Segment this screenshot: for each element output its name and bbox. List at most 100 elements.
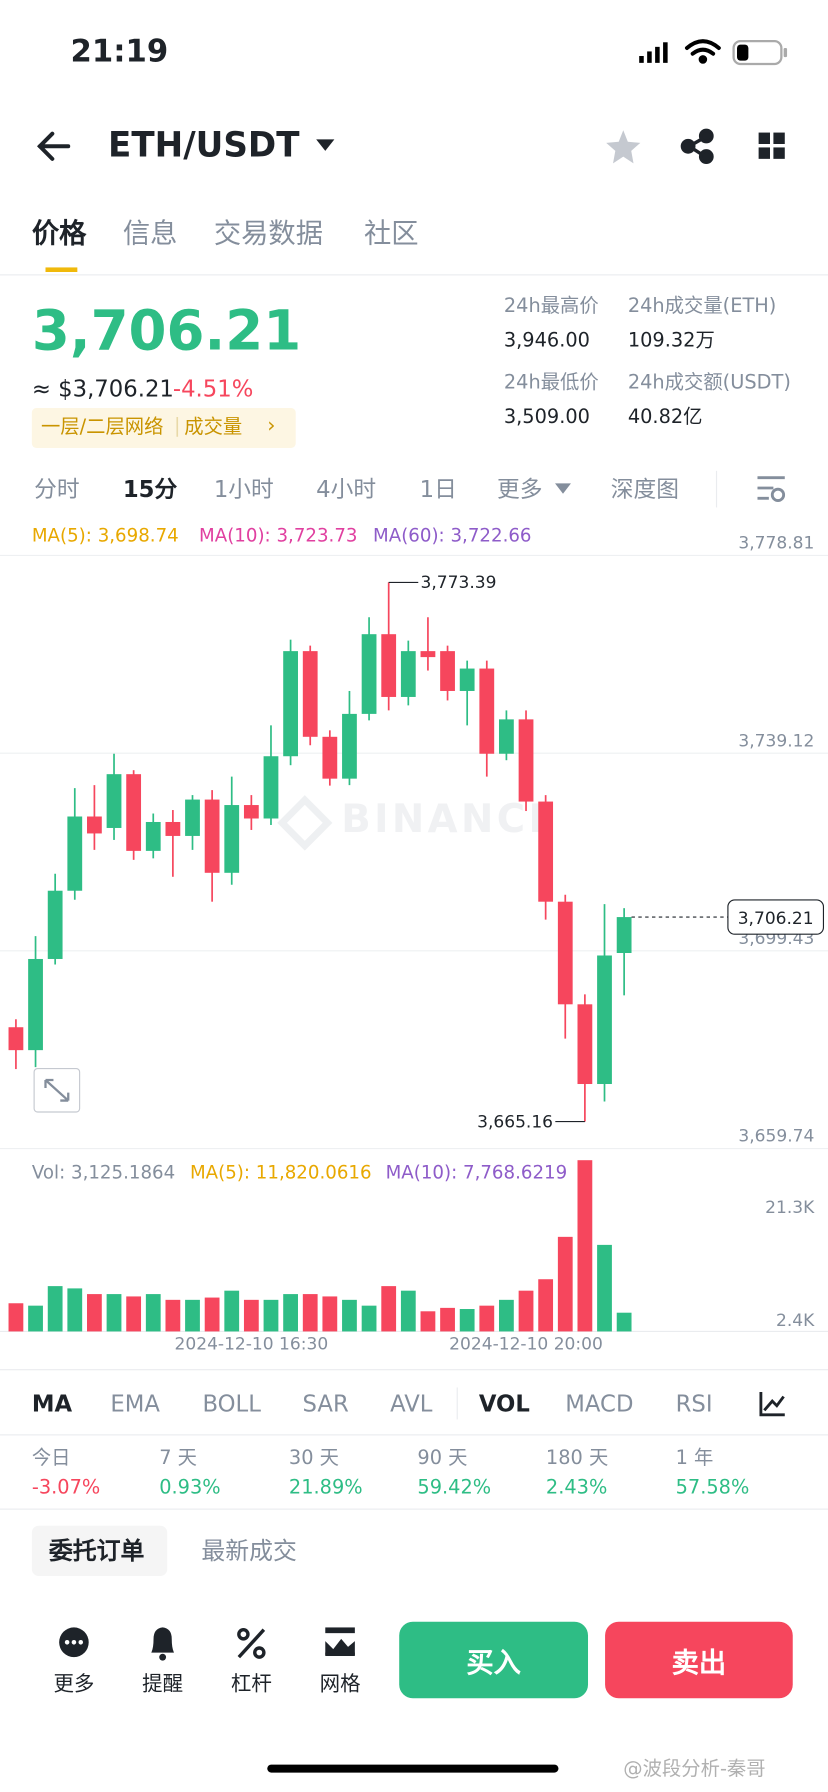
interval[interactable]: 1小时 xyxy=(213,475,274,503)
nav-label[interactable]: 杠杆 xyxy=(230,1672,272,1697)
nav-label[interactable]: 更多 xyxy=(53,1672,95,1697)
wifi-icon xyxy=(684,39,721,64)
interval[interactable]: 15分 xyxy=(122,475,178,503)
candle-body xyxy=(361,634,377,714)
candle-body xyxy=(165,821,181,836)
volume-bar xyxy=(8,1303,24,1332)
margin-nav-icon[interactable] xyxy=(237,1628,266,1659)
candle-body xyxy=(67,816,83,891)
volume-bar xyxy=(616,1312,632,1332)
candle-body xyxy=(106,774,122,828)
status-time: 21:19 xyxy=(70,34,169,70)
volume-bar xyxy=(28,1305,43,1332)
pair-dropdown-icon[interactable] xyxy=(316,139,335,151)
period-change: 59.42% xyxy=(417,1476,492,1500)
buy-button[interactable]: 买入 xyxy=(399,1621,589,1699)
high-label: 3,773.39 xyxy=(421,573,497,593)
grid-nav-icon[interactable] xyxy=(325,1627,355,1657)
interval[interactable]: 分时 xyxy=(34,475,80,503)
candle-body xyxy=(283,651,298,757)
volume-bar xyxy=(557,1236,573,1332)
x-tick-label: 2024-12-10 16:30 xyxy=(175,1335,329,1355)
fullscreen-icon[interactable] xyxy=(33,1068,81,1113)
volume-bar xyxy=(440,1307,455,1332)
volume-bar xyxy=(518,1290,534,1332)
stat-value: 40.82亿 xyxy=(627,405,703,429)
nav-label[interactable]: 提醒 xyxy=(142,1672,184,1697)
period-change: 0.93% xyxy=(159,1476,221,1500)
candle-body xyxy=(577,1004,593,1085)
tag-divider: | xyxy=(174,414,181,438)
volume-bar xyxy=(185,1299,200,1332)
menu-icon[interactable] xyxy=(758,132,785,159)
vol-legend: MA(10): 7,768.6219 xyxy=(385,1161,568,1183)
indicator-settings-icon[interactable] xyxy=(759,1392,785,1417)
candle-body xyxy=(440,651,455,691)
indicator[interactable]: BOLL xyxy=(202,1389,261,1418)
tag-box: 一层/二层网络 成交量 | › xyxy=(31,408,296,449)
home-indicator xyxy=(267,1764,559,1773)
sell-button[interactable]: 卖出 xyxy=(605,1621,793,1699)
stat-value: 3,946.00 xyxy=(503,329,590,353)
favorite-icon[interactable] xyxy=(606,130,641,164)
indicator[interactable]: RSI xyxy=(675,1389,713,1418)
interval[interactable]: 深度图 xyxy=(610,475,680,503)
order-tab[interactable]: 最新成交 xyxy=(201,1537,297,1565)
period-change: 21.89% xyxy=(288,1476,363,1500)
indicator[interactable]: MACD xyxy=(565,1389,634,1418)
interval[interactable]: 1日 xyxy=(419,475,457,503)
candle-body xyxy=(479,668,495,754)
volume-bar xyxy=(381,1286,397,1332)
last-price-tag: 3,706.21 xyxy=(738,909,814,929)
interval[interactable]: 4小时 xyxy=(316,475,377,503)
indicator[interactable]: EMA xyxy=(110,1389,160,1418)
candle-body xyxy=(204,799,220,873)
indicator[interactable]: AVL xyxy=(390,1389,433,1418)
ma-legend: MA(60): 3,722.66 xyxy=(373,524,532,547)
chart-settings-icon[interactable] xyxy=(757,476,786,503)
order-tab-active[interactable] xyxy=(31,1525,168,1577)
volume-bar xyxy=(597,1244,612,1332)
last-price-box xyxy=(727,899,825,935)
candle-body xyxy=(224,805,240,873)
period-label: 1 年 xyxy=(675,1446,714,1470)
volume-bar xyxy=(302,1294,318,1332)
tag[interactable]: 一层/二层网络 xyxy=(40,416,164,439)
pair-title[interactable]: ETH/USDT xyxy=(108,125,300,166)
nav-label[interactable]: 网格 xyxy=(319,1672,361,1697)
volume-bar xyxy=(420,1311,436,1332)
battery-icon xyxy=(732,40,788,66)
interval[interactable]: 更多 xyxy=(497,475,543,503)
share-icon[interactable] xyxy=(680,128,714,165)
alert-nav-icon[interactable] xyxy=(151,1627,175,1661)
candle-body xyxy=(538,801,554,902)
period-label: 今日 xyxy=(31,1446,71,1470)
period-label: 90 天 xyxy=(417,1446,468,1470)
stat-value: 109.32万 xyxy=(627,329,715,353)
more-nav-icon[interactable] xyxy=(59,1627,89,1658)
tab[interactable]: 信息 xyxy=(122,217,178,250)
indicator[interactable]: SAR xyxy=(302,1389,349,1418)
tab[interactable]: 社区 xyxy=(363,217,419,250)
volume-bar xyxy=(342,1299,357,1332)
back-icon[interactable] xyxy=(36,131,71,161)
volume-bar xyxy=(577,1160,593,1332)
tag-arrow: › xyxy=(267,413,276,438)
stat-label: 24h成交额(USDT) xyxy=(627,371,791,395)
indicator[interactable]: MA xyxy=(31,1389,73,1418)
candle-body xyxy=(87,816,102,834)
period-label: 30 天 xyxy=(288,1446,339,1470)
volume-bar xyxy=(106,1294,122,1332)
tag[interactable]: 成交量 xyxy=(184,416,243,439)
stat-label: 24h最高价 xyxy=(503,294,599,318)
volume-bar xyxy=(67,1288,83,1332)
tab[interactable]: 价格 xyxy=(31,217,87,250)
more-caret[interactable] xyxy=(555,483,571,494)
tab[interactable]: 交易数据 xyxy=(213,217,324,250)
indicator[interactable]: VOL xyxy=(478,1389,530,1418)
candle-body xyxy=(400,651,416,697)
order-tab[interactable]: 委托订单 xyxy=(48,1537,145,1565)
